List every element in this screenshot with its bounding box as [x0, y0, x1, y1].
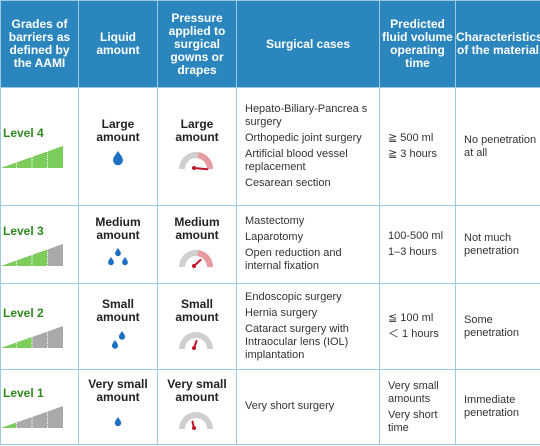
level-label: Level 4 — [3, 125, 44, 140]
liquid-amount-cell: Small amount — [78, 283, 158, 370]
liquid-amount-label: Large amount — [96, 116, 140, 144]
characteristics-cell: Immediate penetration — [455, 369, 540, 445]
barrier-level-wedge-icon — [1, 325, 63, 348]
liquid-amount-label: Medium amount — [95, 214, 141, 242]
liquid-drops-icon — [113, 150, 123, 165]
fluid-volume-item: ＜ 1 hours — [388, 328, 439, 340]
characteristics-cell: Not much penetration — [455, 205, 540, 284]
header-fluid-volume: Predicted fluid volume operating time — [379, 0, 456, 88]
liquid-amount-label: Very small amount — [88, 377, 148, 404]
surgical-case-item: Cataract surgery with Intraocular lens (… — [245, 322, 349, 361]
pressure-cell: Medium amount — [157, 205, 237, 284]
level-label: Level 2 — [3, 305, 44, 320]
pressure-label: Large amount — [175, 116, 219, 144]
fluid-volume-cell: 100-500 ml 1–3 hours — [379, 205, 456, 284]
liquid-drops-icon — [114, 417, 122, 427]
surgical-case-item: Cesarean section — [245, 176, 331, 189]
header-row: Grades of barriers as defined by the AAM… — [0, 0, 540, 88]
level-cell: Level 1 — [0, 369, 79, 445]
table-row: Level 1 Very small amount Very small amou… — [0, 369, 540, 445]
pressure-cell: Small amount — [157, 283, 237, 370]
characteristics-text: Not much penetration — [464, 231, 520, 257]
surgical-cases-cell: Mastectomy Laparotomy Open reduction and i… — [236, 205, 380, 284]
pressure-cell: Very small amount — [157, 369, 237, 445]
liquid-amount-label: Small amount — [96, 296, 140, 324]
pressure-label: Very small amount — [167, 377, 227, 404]
header-liquid-amount: Liquid amount — [78, 0, 158, 88]
fluid-volume-item: 100-500 ml — [388, 230, 444, 242]
pressure-gauge-icon — [179, 412, 213, 430]
liquid-drops-icon — [108, 247, 128, 265]
level-cell: Level 3 — [0, 205, 79, 284]
surgical-cases-cell: Hepato-Biliary-Pancrea s surgery Orthoped… — [236, 87, 380, 206]
fluid-volume-item: ≧ 3 hours — [388, 148, 437, 160]
fluid-volume-item: ≦ 100 ml — [388, 312, 434, 324]
characteristics-text: Immediate penetration — [464, 394, 520, 419]
liquid-amount-cell: Large amount — [78, 87, 158, 206]
header-characteristics: Characteristics of the material — [455, 0, 540, 88]
surgical-case-item: Orthopedic joint surgery — [245, 131, 362, 144]
surgical-case-item: Very short surgery — [245, 400, 335, 412]
characteristics-text: Some penetration — [464, 313, 520, 339]
fluid-volume-cell: ≦ 100 ml ＜ 1 hours — [379, 283, 456, 370]
pressure-label: Medium amount — [174, 214, 220, 242]
liquid-amount-cell: Very small amount — [78, 369, 158, 445]
liquid-amount-cell: Medium amount — [78, 205, 158, 284]
surgical-case-item: Open reduction and internal fixation — [245, 247, 342, 272]
level-cell: Level 4 — [0, 87, 79, 206]
fluid-volume-cell: Very small amounts Very short time — [379, 369, 456, 445]
characteristics-cell: Some penetration — [455, 283, 540, 370]
pressure-cell: Large amount — [157, 87, 237, 206]
surgical-case-item: Hepato-Biliary-Pancrea s surgery — [245, 102, 368, 128]
characteristics-cell: No penetration at all — [455, 87, 540, 206]
liquid-drops-icon — [111, 330, 126, 349]
header-grades: Grades of barriers as defined by the AAM… — [0, 0, 79, 88]
fluid-volume-item: Very small amounts — [388, 379, 439, 405]
level-cell: Level 2 — [0, 283, 79, 370]
surgical-cases-cell: Endoscopic surgery Hernia surgery Cataract… — [236, 283, 380, 370]
pressure-label: Small amount — [175, 296, 219, 324]
surgical-case-item: Hernia surgery — [245, 306, 318, 319]
surgical-case-item: Artificial blood vessel replacement — [245, 147, 348, 173]
level-label: Level 3 — [3, 223, 44, 238]
characteristics-text: No penetration at all — [464, 133, 537, 159]
fluid-volume-cell: ≧ 500 ml ≧ 3 hours — [379, 87, 456, 206]
surgical-case-item: Laparotomy — [245, 231, 304, 243]
level-label: Level 1 — [3, 386, 44, 400]
barrier-level-wedge-icon — [1, 145, 63, 168]
table-row: Level 3 Medium amount Medium amount Mastec… — [0, 205, 540, 284]
header-surgical-cases: Surgical cases — [236, 0, 380, 88]
fluid-volume-item: Very short time — [388, 408, 438, 434]
table-row: Level 2 Small amount Small amount Endoscop… — [0, 283, 540, 370]
pressure-gauge-icon — [179, 249, 213, 268]
pressure-gauge-icon — [179, 151, 213, 170]
surgical-case-item: Endoscopic surgery — [245, 290, 342, 303]
barrier-level-wedge-icon — [1, 243, 63, 266]
fluid-volume-item: ≧ 500 ml — [388, 132, 434, 144]
header-pressure: Pressure applied to surgical gowns or dr… — [157, 0, 237, 88]
surgical-cases-cell: Very short surgery — [236, 369, 380, 445]
barrier-level-wedge-icon — [1, 406, 63, 428]
pressure-gauge-icon — [179, 331, 213, 350]
surgical-case-item: Mastectomy — [245, 215, 305, 227]
fluid-volume-item: 1–3 hours — [388, 246, 437, 258]
table-row: Level 4 Large amount Large amount Hepato-B… — [0, 87, 540, 206]
